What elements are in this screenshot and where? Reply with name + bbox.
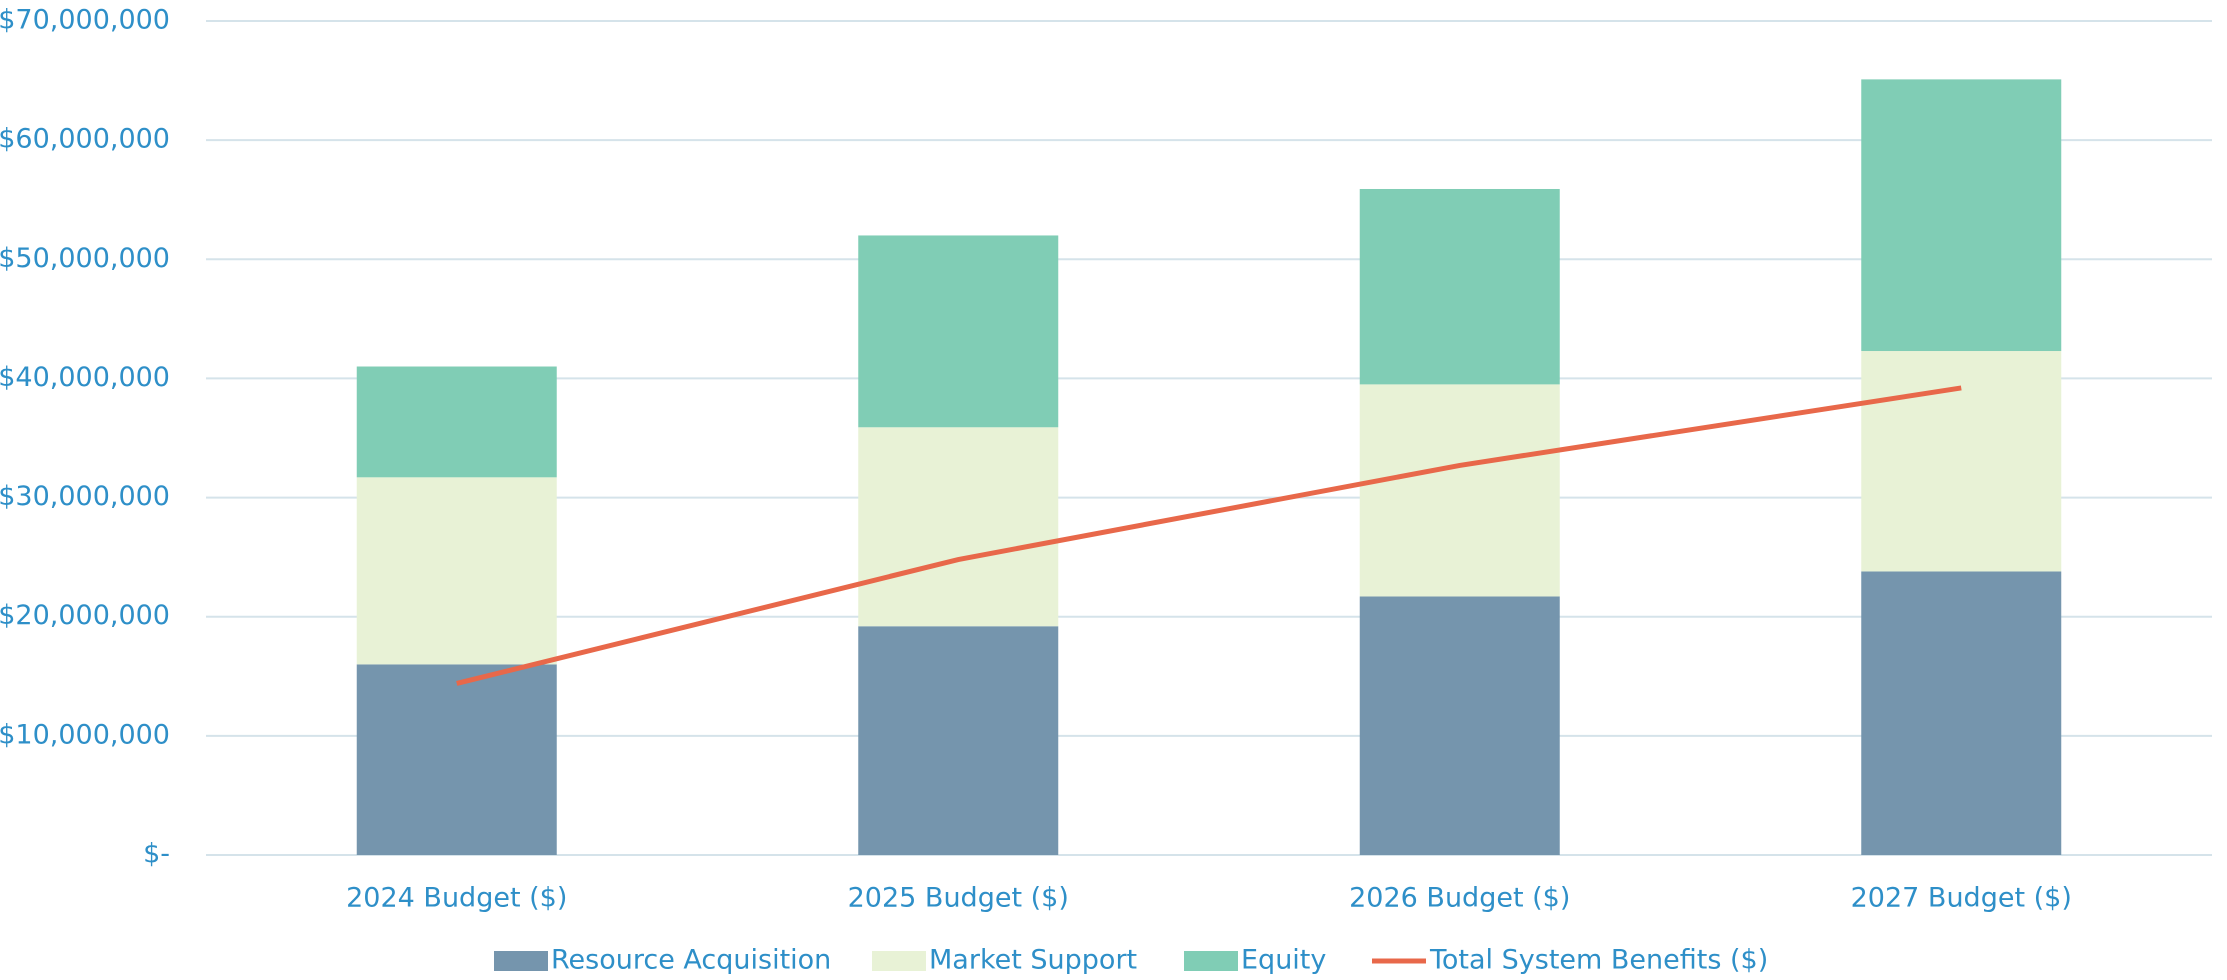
x-tick-label: 2027 Budget ($) (1851, 883, 2072, 914)
y-tick-label: $70,000,000 (0, 5, 170, 36)
bar-segment (1359, 188, 1560, 385)
bar-segment (1861, 79, 2062, 352)
y-tick-label: $40,000,000 (0, 362, 170, 393)
legend-swatch (872, 951, 926, 971)
y-tick-label: $20,000,000 (0, 600, 170, 631)
line (456, 385, 1962, 686)
y-tick-label: $30,000,000 (0, 481, 170, 512)
bar-segment (1359, 384, 1560, 597)
bar-segment (858, 427, 1059, 627)
bar-segment (858, 235, 1059, 428)
y-tick-label: $50,000,000 (0, 243, 170, 274)
legend-swatch (494, 951, 548, 971)
legend-label: Market Support (929, 945, 1137, 976)
bar-segment (356, 366, 557, 478)
bar-segment (356, 664, 557, 855)
legend-swatch (1184, 951, 1238, 971)
x-tick-label: 2024 Budget ($) (346, 883, 567, 914)
y-tick-label: $10,000,000 (0, 719, 170, 750)
x-tick-label: 2025 Budget ($) (848, 883, 1069, 914)
bar-segment (858, 626, 1059, 855)
y-tick-label: $60,000,000 (0, 124, 170, 155)
bar-segment (356, 477, 557, 665)
legend-label: Equity (1241, 945, 1326, 976)
x-tick-label: 2026 Budget ($) (1349, 883, 1570, 914)
y-tick-label: $- (143, 839, 170, 870)
bar-segment (1861, 571, 2062, 855)
bar-segment (1359, 596, 1560, 855)
bar-segment (1861, 351, 2062, 572)
legend-label: Total System Benefits ($) (1429, 945, 1768, 976)
legend-label: Resource Acquisition (551, 945, 831, 976)
